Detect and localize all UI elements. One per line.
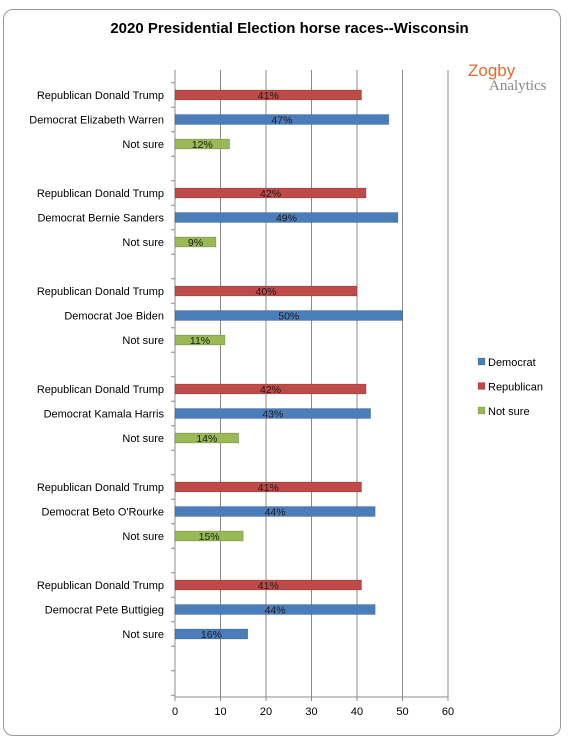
- bar: [174, 236, 217, 248]
- data-label: 41%: [258, 580, 279, 592]
- category-label: Democrat Beto O'Rourke: [41, 507, 164, 519]
- bar: [174, 408, 371, 419]
- category-label: Not sure: [122, 335, 164, 347]
- category-label: Democrat Kamala Harris: [44, 409, 165, 421]
- data-label: 41%: [258, 482, 279, 494]
- data-label: 41%: [258, 90, 279, 102]
- x-tick-label: 40: [351, 706, 363, 718]
- category-label: Not sure: [122, 629, 164, 641]
- category-label: Republican Donald Trump: [37, 580, 164, 592]
- bar: [174, 506, 376, 517]
- category-label: Democrat Bernie Sanders: [37, 213, 164, 225]
- data-label: 44%: [265, 507, 286, 519]
- legend-label: Democrat: [488, 357, 536, 369]
- bar: [174, 285, 358, 297]
- x-tick-label: 10: [214, 706, 226, 718]
- bar: [174, 432, 240, 444]
- legend-swatch: [477, 357, 486, 366]
- bar: [174, 628, 249, 640]
- bar: [174, 530, 244, 542]
- data-label: 16%: [201, 629, 222, 641]
- data-label: 40%: [255, 286, 276, 298]
- bar: [174, 383, 367, 395]
- bar: [174, 138, 230, 150]
- data-label: 49%: [276, 213, 297, 225]
- legend-label: Not sure: [488, 406, 530, 418]
- bar: [174, 89, 362, 101]
- category-label: Republican Donald Trump: [37, 188, 164, 200]
- data-label: 12%: [192, 139, 213, 151]
- x-tick-label: 50: [396, 706, 408, 718]
- x-tick-label: 0: [172, 706, 178, 718]
- data-label: 42%: [260, 384, 281, 396]
- x-tick-label: 60: [442, 706, 454, 718]
- category-label: Democrat Pete Buttigieg: [45, 605, 164, 617]
- brand-logo-line2: Analytics: [489, 78, 547, 94]
- category-label: Not sure: [122, 433, 164, 445]
- category-label: Republican Donald Trump: [37, 90, 164, 102]
- chart-title: 2020 Presidential Election horse races--…: [110, 20, 469, 37]
- bar: [174, 579, 362, 591]
- data-label: 44%: [265, 605, 286, 617]
- legend-swatch: [477, 382, 486, 390]
- data-label: 9%: [188, 237, 203, 249]
- category-label: Republican Donald Trump: [37, 482, 164, 494]
- bar: [174, 604, 376, 615]
- data-label: 14%: [196, 433, 217, 445]
- data-label: 43%: [262, 409, 283, 421]
- bar: [174, 481, 362, 493]
- bar: [174, 114, 390, 125]
- chart-frame: [3, 9, 561, 736]
- category-label: Democrat Elizabeth Warren: [29, 115, 164, 127]
- category-label: Not sure: [122, 531, 164, 543]
- legend-swatch: [477, 406, 486, 415]
- bar: [174, 212, 399, 223]
- data-label: 50%: [278, 311, 299, 323]
- bar: [174, 187, 367, 199]
- data-label: 47%: [271, 115, 292, 127]
- bar: [174, 310, 403, 321]
- category-label: Not sure: [122, 139, 164, 151]
- category-label: Republican Donald Trump: [37, 286, 164, 298]
- brand-logo-line1: Zogby: [468, 61, 516, 80]
- category-label: Republican Donald Trump: [37, 384, 164, 396]
- category-label: Not sure: [122, 237, 164, 249]
- bar: [174, 334, 226, 346]
- data-label: 42%: [260, 188, 281, 200]
- category-label: Democrat Joe Biden: [64, 311, 164, 323]
- data-label: 11%: [190, 335, 210, 347]
- x-tick-label: 20: [260, 706, 272, 718]
- legend-label: Republican: [488, 382, 543, 394]
- brand-logo: Zogby Analytics: [468, 62, 563, 94]
- x-tick-label: 30: [305, 706, 317, 718]
- data-label: 15%: [199, 531, 220, 543]
